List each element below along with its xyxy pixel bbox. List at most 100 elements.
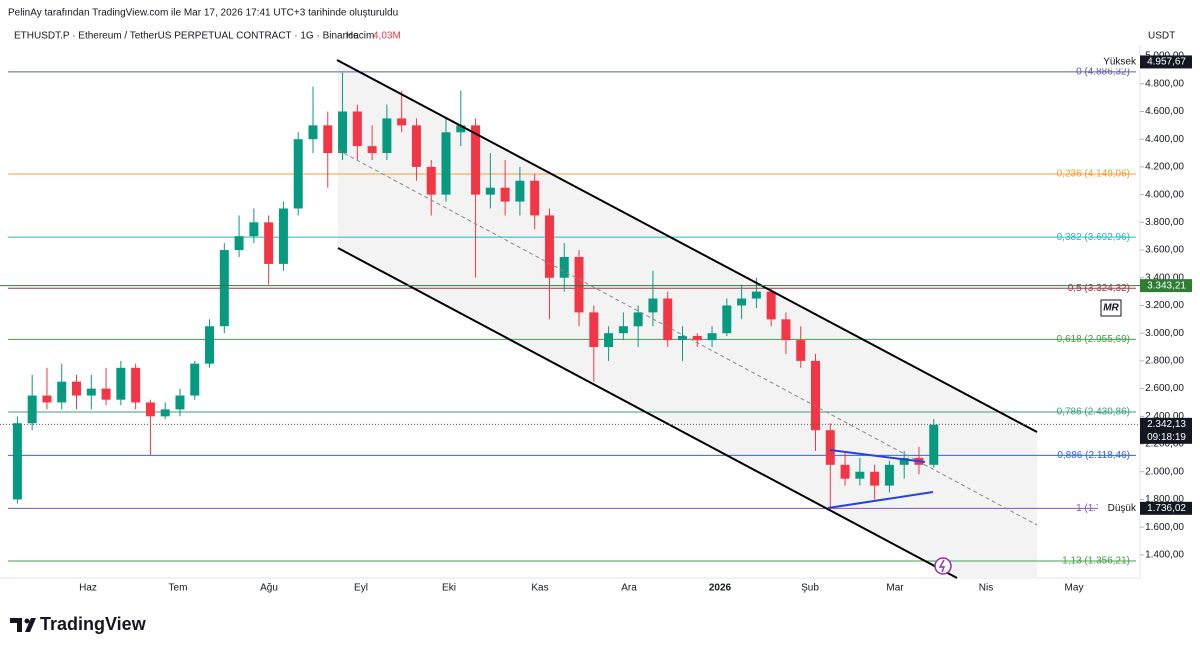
currency: USDT bbox=[1148, 31, 1175, 42]
y-tick-label: 4.400,00 bbox=[1145, 134, 1184, 145]
triangle-lower bbox=[827, 491, 934, 509]
candle-body bbox=[766, 291, 776, 320]
x-tick-label: Eki bbox=[442, 583, 456, 594]
candle-body bbox=[42, 395, 52, 403]
candle-body bbox=[618, 326, 628, 334]
x-tick-label: May bbox=[1065, 583, 1084, 594]
y-tick-label: 3.600,00 bbox=[1145, 245, 1184, 256]
candle-body bbox=[855, 471, 865, 479]
candle-body bbox=[397, 118, 407, 126]
candle-body bbox=[411, 125, 421, 167]
candle-body bbox=[86, 388, 96, 396]
triangle-upper bbox=[829, 449, 926, 463]
candle-body bbox=[72, 381, 82, 396]
candle-body bbox=[441, 132, 451, 195]
candle-body bbox=[338, 111, 348, 154]
price-badge-label: Yüksek bbox=[1103, 57, 1137, 68]
axes: 1.400,00 1.600,00 1.800,00 2.000,00 2.200,00… bbox=[0, 51, 1192, 594]
y-tick-label: 2.000,00 bbox=[1145, 466, 1184, 477]
channel-upper bbox=[336, 59, 1038, 433]
y-tick-label: 2.800,00 bbox=[1145, 356, 1184, 367]
candle-body bbox=[456, 125, 466, 133]
fib-label: 0,382 (3.692,96) bbox=[1057, 232, 1130, 243]
candle-body bbox=[559, 256, 569, 278]
x-tick-label: Ara bbox=[621, 583, 637, 594]
fib-label: 0 (4.886,32) bbox=[1076, 66, 1130, 77]
candle-body bbox=[27, 395, 37, 424]
price-badge-label-box bbox=[1098, 501, 1140, 515]
price-badge bbox=[1140, 417, 1192, 444]
candle-body bbox=[101, 388, 111, 400]
candle-body bbox=[367, 146, 377, 154]
candle-body bbox=[293, 139, 303, 209]
fib-label: 0,236 (4.149,06) bbox=[1057, 169, 1130, 180]
candle-body bbox=[811, 360, 821, 431]
channel-middle bbox=[337, 149, 1038, 526]
candle-body bbox=[692, 335, 702, 341]
logo bbox=[10, 618, 36, 632]
candle-body bbox=[264, 222, 274, 264]
price-badge bbox=[1140, 501, 1192, 515]
y-tick-label: 3.000,00 bbox=[1145, 328, 1184, 339]
price-badge-value: 1.736,02 bbox=[1147, 503, 1186, 514]
candle-body bbox=[604, 333, 614, 348]
candle-body bbox=[870, 471, 880, 486]
candle-body bbox=[12, 423, 22, 500]
candle-body bbox=[825, 430, 835, 465]
candle-body bbox=[57, 381, 67, 403]
candle-body bbox=[382, 118, 392, 154]
y-tick-label: 2.200,00 bbox=[1145, 439, 1184, 450]
candle-body bbox=[308, 125, 318, 140]
candle-body bbox=[840, 464, 850, 479]
x-tick-label: Eyl bbox=[354, 583, 368, 594]
channel-fill bbox=[338, 60, 1037, 578]
candle-body bbox=[677, 335, 687, 341]
x-tick-label: Tem bbox=[169, 583, 188, 594]
fib-label: 0,886 (2.118,46) bbox=[1057, 450, 1130, 461]
y-tick-label: 2.600,00 bbox=[1145, 383, 1184, 394]
y-tick-label: 4.600,00 bbox=[1145, 106, 1184, 117]
candle-body bbox=[751, 291, 761, 299]
y-tick-label: 4.200,00 bbox=[1145, 162, 1184, 173]
mr-badge-box[interactable] bbox=[1100, 299, 1122, 317]
fib-label: 0,5 (3.324,32) bbox=[1068, 283, 1130, 294]
candle-body bbox=[160, 409, 170, 417]
price-badge bbox=[1140, 279, 1192, 293]
y-tick-label: 1.600,00 bbox=[1145, 522, 1184, 533]
y-tick-label: 3.800,00 bbox=[1145, 217, 1184, 228]
candle-body bbox=[352, 111, 362, 147]
candle-body bbox=[190, 363, 200, 396]
x-tick-label: 2026 bbox=[709, 583, 732, 594]
footer-brand: TradingView bbox=[40, 614, 147, 634]
candle-body bbox=[219, 250, 229, 327]
price-badge-value: 3.343,21 bbox=[1147, 280, 1186, 291]
x-tick-label: Mar bbox=[886, 583, 904, 594]
candle-body bbox=[249, 222, 259, 237]
y-tick-label: 4.000,00 bbox=[1145, 189, 1184, 200]
price-badge-value: 4.957,67 bbox=[1147, 57, 1186, 68]
price-badge bbox=[1140, 55, 1192, 69]
candle-body bbox=[544, 215, 554, 278]
candle-body bbox=[323, 125, 333, 154]
y-tick-label: 1.400,00 bbox=[1145, 550, 1184, 561]
candle-body bbox=[145, 402, 155, 417]
volume-value: 4,03M bbox=[373, 31, 401, 42]
candle-body bbox=[633, 312, 643, 327]
candle-body bbox=[530, 180, 540, 216]
candle-body bbox=[574, 256, 584, 313]
candle-body bbox=[899, 457, 909, 465]
candle-body bbox=[426, 166, 436, 195]
volume-label: Hacim bbox=[346, 31, 374, 42]
event-icon[interactable] bbox=[934, 557, 952, 575]
fib-label: 1,13 (1.356,21) bbox=[1062, 556, 1130, 567]
channel-lower bbox=[337, 247, 958, 579]
price-badge-label-box bbox=[1098, 55, 1140, 69]
candle-body bbox=[278, 208, 288, 264]
candle-body bbox=[205, 326, 215, 364]
mr-badge[interactable]: MR bbox=[1103, 303, 1119, 314]
candle-body bbox=[663, 298, 673, 341]
candle-body bbox=[722, 305, 732, 334]
candle-body bbox=[116, 367, 126, 400]
candle-body bbox=[485, 187, 495, 195]
candle-body bbox=[796, 340, 806, 361]
